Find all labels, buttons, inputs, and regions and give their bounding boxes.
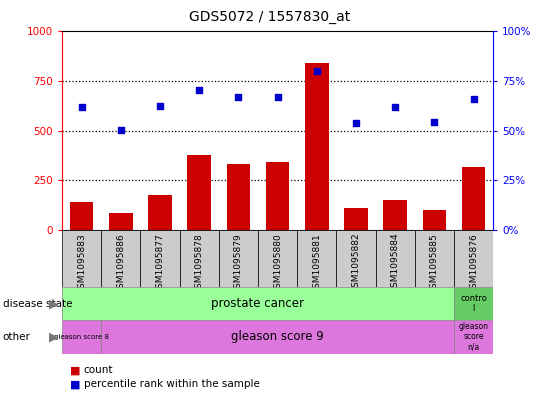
Text: gleason score 9: gleason score 9 <box>231 331 324 343</box>
Bar <box>188 156 211 230</box>
Bar <box>226 164 250 230</box>
Text: prostate cancer: prostate cancer <box>211 297 305 310</box>
Bar <box>454 320 493 354</box>
Text: GSM1095885: GSM1095885 <box>430 233 439 294</box>
Text: ▶: ▶ <box>49 331 58 343</box>
Text: ▶: ▶ <box>49 297 58 310</box>
Point <box>195 87 204 93</box>
Bar <box>462 167 485 230</box>
Text: GSM1095878: GSM1095878 <box>195 233 204 294</box>
Point <box>234 94 243 100</box>
Bar <box>454 230 493 287</box>
Point <box>430 119 439 125</box>
Bar <box>258 230 297 287</box>
Bar <box>454 287 493 320</box>
Text: percentile rank within the sample: percentile rank within the sample <box>84 379 259 389</box>
Bar <box>297 230 336 287</box>
Bar <box>101 320 454 354</box>
Bar <box>376 230 415 287</box>
Point <box>351 119 360 126</box>
Bar <box>140 230 179 287</box>
Bar <box>148 195 172 230</box>
Text: count: count <box>84 365 113 375</box>
Text: GSM1095880: GSM1095880 <box>273 233 282 294</box>
Text: GSM1095884: GSM1095884 <box>391 233 400 294</box>
Bar <box>336 230 376 287</box>
Bar <box>62 320 101 354</box>
Text: gleason score 8: gleason score 8 <box>54 334 109 340</box>
Text: contro
l: contro l <box>460 294 487 313</box>
Text: ■: ■ <box>70 379 80 389</box>
Bar <box>344 208 368 230</box>
Text: GSM1095882: GSM1095882 <box>351 233 361 294</box>
Text: disease state: disease state <box>3 299 72 309</box>
Text: GSM1095876: GSM1095876 <box>469 233 478 294</box>
Point <box>77 104 86 110</box>
Text: other: other <box>3 332 31 342</box>
Bar <box>219 230 258 287</box>
Point <box>156 103 164 109</box>
Text: GDS5072 / 1557830_at: GDS5072 / 1557830_at <box>189 10 350 24</box>
Bar <box>62 230 101 287</box>
Point <box>469 96 478 102</box>
Bar <box>423 210 446 230</box>
Text: GSM1095877: GSM1095877 <box>155 233 164 294</box>
Point <box>391 104 399 110</box>
Bar <box>305 63 329 230</box>
Bar <box>383 200 407 230</box>
Bar <box>101 230 140 287</box>
Text: gleason
score
n/a: gleason score n/a <box>459 322 488 352</box>
Bar <box>179 230 219 287</box>
Point <box>313 68 321 74</box>
Text: GSM1095886: GSM1095886 <box>116 233 125 294</box>
Bar <box>109 213 133 230</box>
Bar <box>70 202 93 230</box>
Point <box>116 127 125 133</box>
Bar <box>266 162 289 230</box>
Point <box>273 94 282 100</box>
Text: GSM1095883: GSM1095883 <box>77 233 86 294</box>
Text: GSM1095879: GSM1095879 <box>234 233 243 294</box>
Text: GSM1095881: GSM1095881 <box>312 233 321 294</box>
Bar <box>415 230 454 287</box>
Text: ■: ■ <box>70 365 80 375</box>
